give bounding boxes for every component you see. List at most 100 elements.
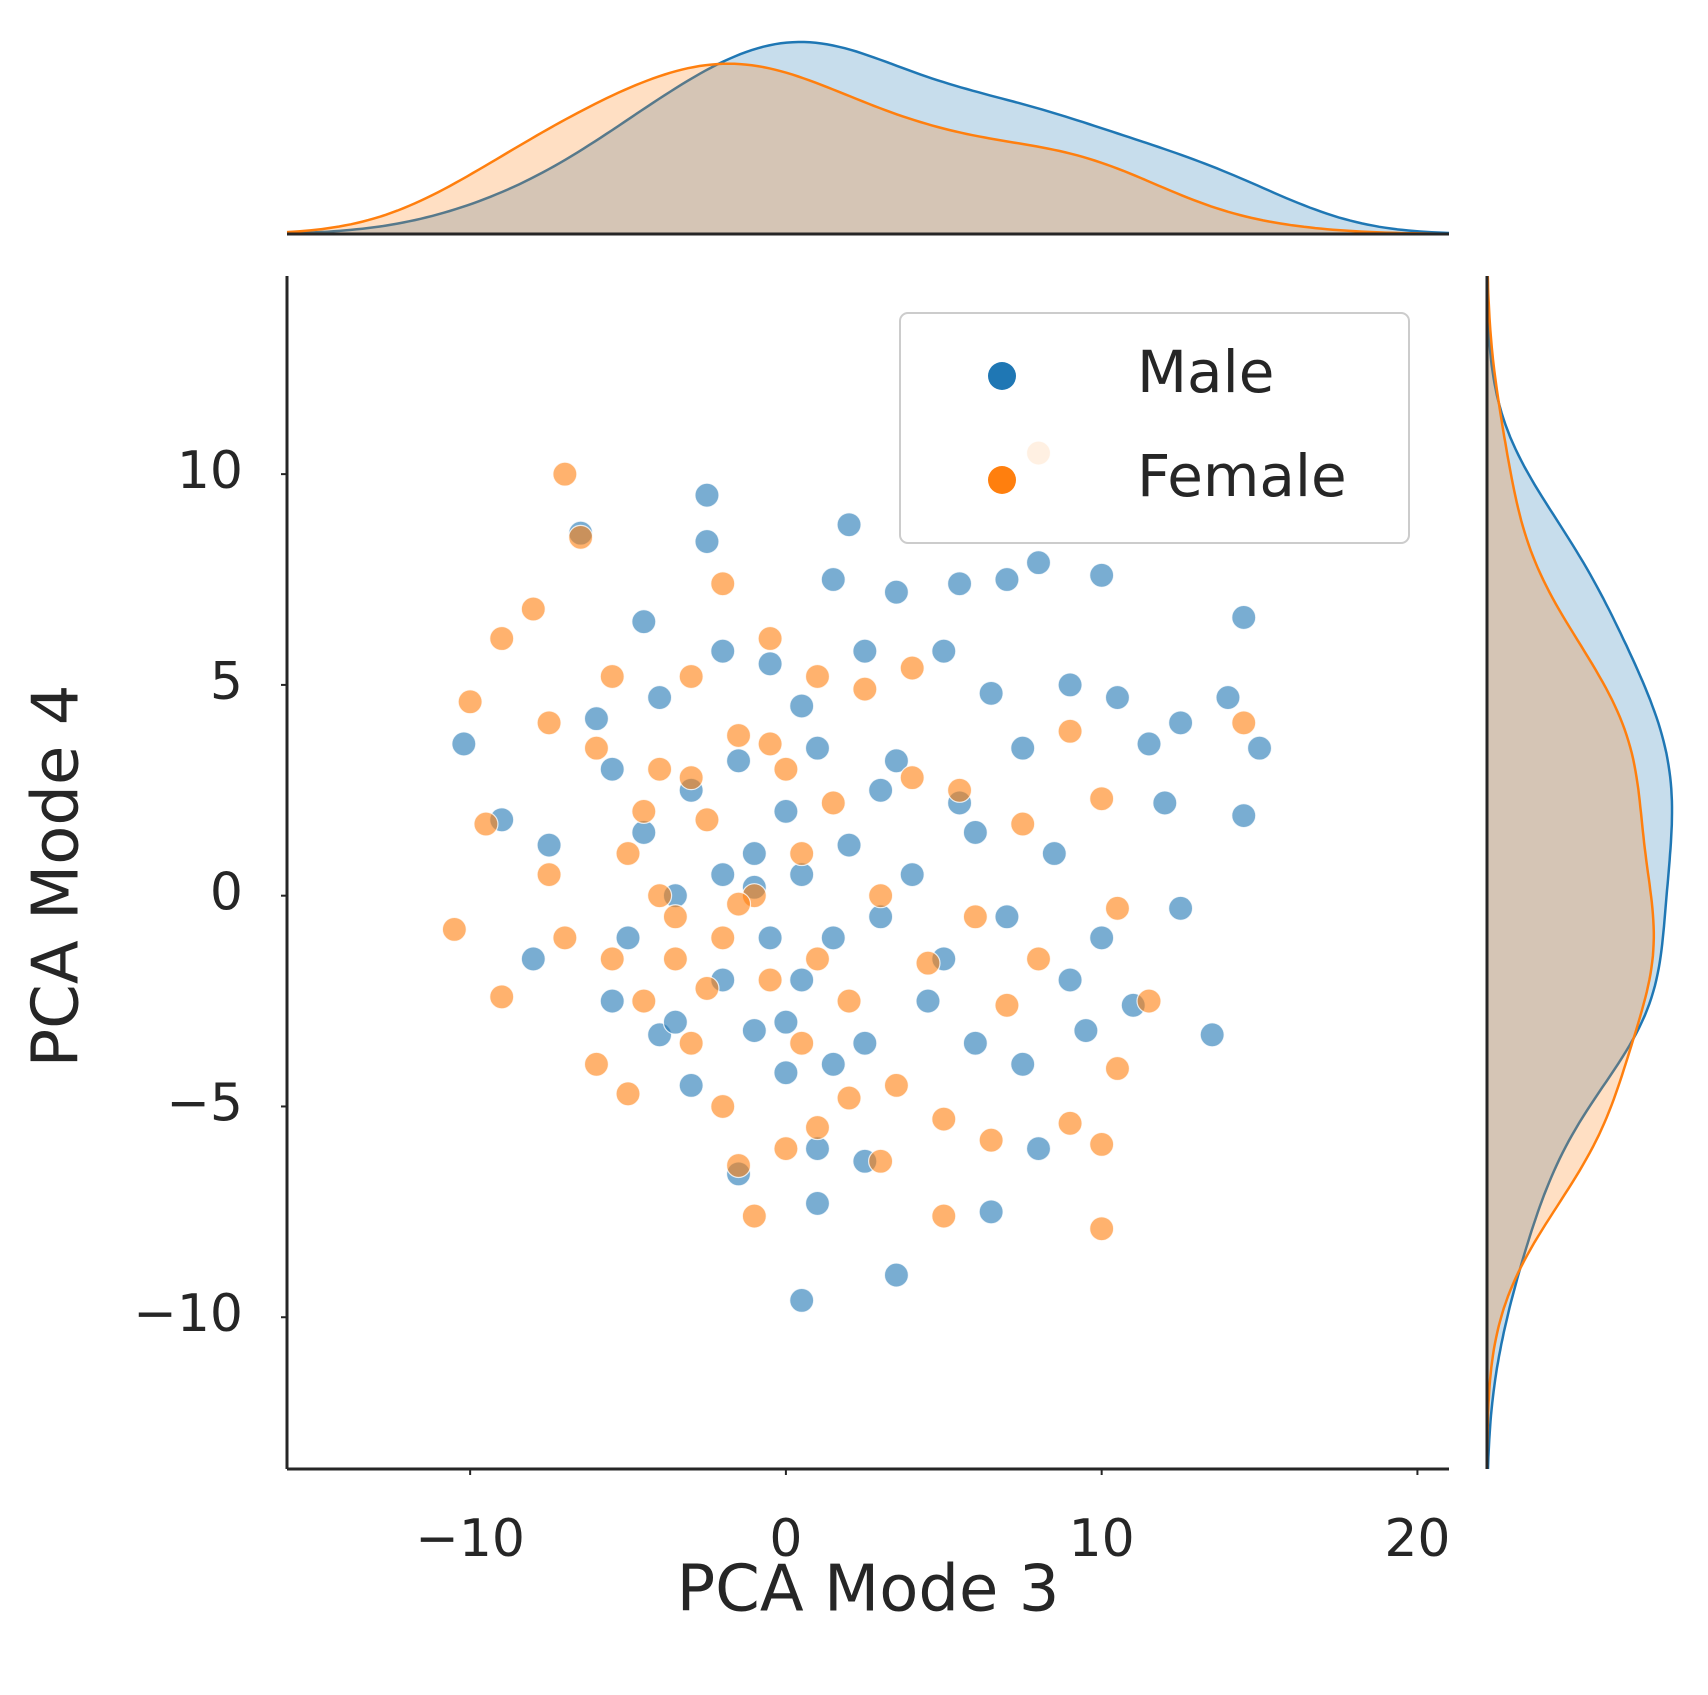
point: [441, 916, 467, 943]
point: [931, 1203, 957, 1229]
point: [789, 967, 815, 993]
point: [804, 663, 831, 690]
kde-line-y: [1485, 275, 1656, 1470]
point: [868, 777, 894, 803]
point: [520, 946, 546, 972]
point: [536, 832, 562, 858]
point: [725, 1152, 752, 1179]
point: [757, 651, 783, 677]
point: [804, 735, 831, 761]
point: [1231, 710, 1257, 736]
point: [599, 756, 625, 782]
point: [820, 566, 846, 593]
point: [536, 862, 562, 888]
point: [852, 638, 878, 664]
point: [1089, 1131, 1115, 1158]
point: [789, 862, 815, 888]
point: [631, 798, 657, 824]
point: [1057, 1110, 1083, 1136]
point: [1089, 925, 1115, 951]
x-axis-label: PCA Mode 3: [677, 1553, 1060, 1627]
kde-fill-y: [1487, 276, 1654, 1469]
point: [725, 891, 752, 917]
point: [1168, 895, 1194, 921]
point: [694, 482, 720, 508]
point: [994, 566, 1020, 593]
point: [1089, 562, 1115, 588]
point: [710, 638, 736, 664]
point: [741, 1017, 767, 1044]
point: [868, 883, 894, 909]
point: [725, 722, 752, 749]
point: [757, 925, 783, 951]
point: [710, 862, 736, 888]
point: [899, 862, 925, 888]
point: [773, 1060, 799, 1086]
point: [836, 512, 862, 538]
point: [804, 1136, 831, 1162]
point: [662, 1009, 688, 1035]
legend-marker: [988, 466, 1016, 494]
legend-label: Female: [1137, 442, 1347, 510]
point: [883, 1262, 910, 1288]
point: [994, 992, 1020, 1018]
point: [978, 1199, 1004, 1225]
point: [836, 1085, 862, 1111]
point: [678, 1030, 704, 1056]
point: [710, 1093, 736, 1120]
kde-fill-x: [287, 63, 1449, 235]
point: [946, 777, 973, 803]
point: [568, 524, 594, 550]
point: [1041, 840, 1067, 867]
point: [899, 765, 925, 791]
legend: Male Female: [899, 312, 1410, 544]
point: [899, 655, 925, 681]
point: [978, 680, 1004, 706]
point: [1057, 718, 1083, 744]
point: [1104, 895, 1131, 921]
point: [646, 883, 673, 909]
point: [646, 756, 673, 782]
point: [473, 811, 499, 837]
point: [820, 925, 846, 951]
point: [757, 731, 783, 757]
point: [694, 975, 720, 1002]
point: [725, 748, 752, 774]
y-tick-label: 10: [177, 441, 243, 501]
point: [489, 625, 515, 652]
point: [678, 765, 704, 791]
point: [1010, 735, 1036, 761]
point: [931, 1106, 957, 1132]
point: [631, 819, 657, 846]
legend-marker: [988, 362, 1016, 390]
point: [1136, 731, 1162, 757]
point: [631, 609, 657, 635]
point: [615, 840, 641, 867]
point: [1231, 802, 1257, 829]
kde-line-x: [286, 62, 1450, 236]
point: [583, 1051, 610, 1077]
point: [457, 689, 483, 715]
kde-fill-y: [1487, 276, 1672, 1469]
point: [852, 1030, 878, 1056]
point: [536, 710, 562, 736]
point: [1152, 790, 1178, 816]
point: [852, 676, 878, 702]
point: [451, 731, 477, 757]
point: [1073, 1017, 1099, 1044]
point: [1136, 988, 1162, 1014]
legend-label: Male: [1137, 338, 1274, 406]
point: [1057, 967, 1083, 993]
point: [1231, 604, 1257, 631]
point: [489, 984, 515, 1010]
point: [931, 638, 957, 664]
point: [599, 988, 625, 1014]
point: [631, 988, 657, 1014]
point: [662, 946, 688, 972]
point: [915, 950, 941, 976]
point: [962, 904, 988, 930]
point: [1010, 1051, 1036, 1077]
point: [868, 1148, 894, 1174]
point: [789, 1287, 815, 1313]
